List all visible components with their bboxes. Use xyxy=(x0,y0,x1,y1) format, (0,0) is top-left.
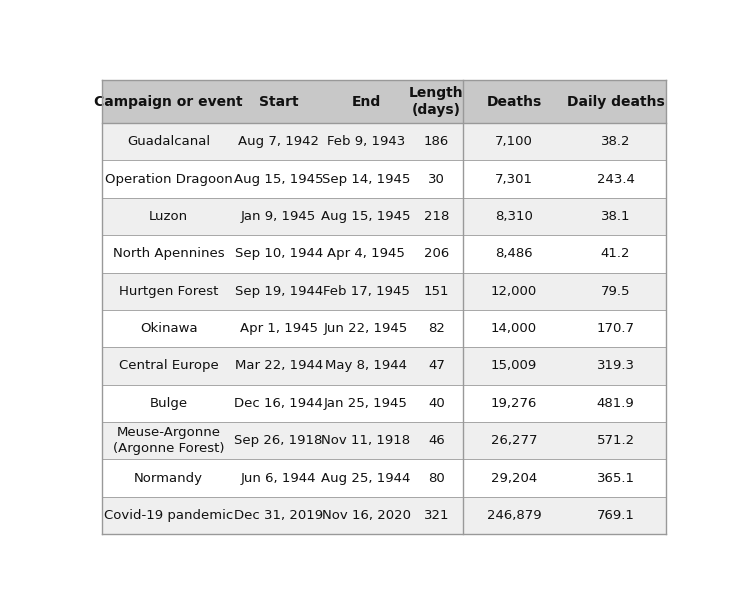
Text: Guadalcanal: Guadalcanal xyxy=(128,136,210,148)
Bar xyxy=(103,80,666,123)
Bar xyxy=(103,497,666,534)
Text: Okinawa: Okinawa xyxy=(140,322,197,335)
Text: Aug 15, 1945: Aug 15, 1945 xyxy=(321,210,411,223)
Text: Feb 17, 1945: Feb 17, 1945 xyxy=(322,285,410,298)
Bar xyxy=(103,385,666,422)
Text: 571.2: 571.2 xyxy=(596,434,634,447)
Text: 46: 46 xyxy=(428,434,445,447)
Text: Sep 10, 1944: Sep 10, 1944 xyxy=(235,247,322,260)
Text: 8,310: 8,310 xyxy=(495,210,533,223)
Text: Sep 19, 1944: Sep 19, 1944 xyxy=(235,285,322,298)
Text: Apr 4, 1945: Apr 4, 1945 xyxy=(327,247,405,260)
Bar xyxy=(103,347,666,385)
Text: 80: 80 xyxy=(428,472,445,485)
Text: 186: 186 xyxy=(424,136,449,148)
Bar xyxy=(103,310,666,347)
Text: 8,486: 8,486 xyxy=(495,247,532,260)
Text: 29,204: 29,204 xyxy=(491,472,537,485)
Text: Sep 14, 1945: Sep 14, 1945 xyxy=(322,173,410,185)
Text: 246,879: 246,879 xyxy=(487,509,542,522)
Text: 19,276: 19,276 xyxy=(490,397,537,410)
Bar xyxy=(103,272,666,310)
Bar xyxy=(103,235,666,272)
Text: 82: 82 xyxy=(428,322,445,335)
Text: Nov 16, 2020: Nov 16, 2020 xyxy=(322,509,410,522)
Text: Feb 9, 1943: Feb 9, 1943 xyxy=(327,136,405,148)
Text: Dec 31, 2019: Dec 31, 2019 xyxy=(234,509,323,522)
Text: 170.7: 170.7 xyxy=(596,322,634,335)
Text: Hurtgen Forest: Hurtgen Forest xyxy=(119,285,218,298)
Text: 151: 151 xyxy=(424,285,449,298)
Text: 769.1: 769.1 xyxy=(596,509,634,522)
Text: Bulge: Bulge xyxy=(150,397,188,410)
Text: 30: 30 xyxy=(428,173,445,185)
Text: 218: 218 xyxy=(424,210,449,223)
Text: 15,009: 15,009 xyxy=(491,359,537,373)
Text: Jan 25, 1945: Jan 25, 1945 xyxy=(324,397,408,410)
Text: May 8, 1944: May 8, 1944 xyxy=(325,359,407,373)
Text: 41.2: 41.2 xyxy=(601,247,630,260)
Text: 79.5: 79.5 xyxy=(601,285,630,298)
Text: 14,000: 14,000 xyxy=(491,322,537,335)
Text: 7,301: 7,301 xyxy=(495,173,533,185)
Bar xyxy=(103,198,666,235)
Text: Jun 6, 1944: Jun 6, 1944 xyxy=(241,472,316,485)
Text: 7,100: 7,100 xyxy=(495,136,533,148)
Text: Deaths: Deaths xyxy=(487,95,542,109)
Bar xyxy=(103,161,666,198)
Text: Mar 22, 1944: Mar 22, 1944 xyxy=(235,359,322,373)
Text: 26,277: 26,277 xyxy=(490,434,537,447)
Bar xyxy=(103,460,666,497)
Text: Normandy: Normandy xyxy=(134,472,203,485)
Text: Dec 16, 1944: Dec 16, 1944 xyxy=(234,397,323,410)
Text: Nov 11, 1918: Nov 11, 1918 xyxy=(322,434,410,447)
Text: End: End xyxy=(352,95,381,109)
Text: Length
(days): Length (days) xyxy=(410,86,464,117)
Text: Meuse-Argonne
(Argonne Forest): Meuse-Argonne (Argonne Forest) xyxy=(113,426,224,455)
Text: Central Europe: Central Europe xyxy=(118,359,218,373)
Text: 365.1: 365.1 xyxy=(596,472,634,485)
Text: Sep 26, 1918: Sep 26, 1918 xyxy=(235,434,322,447)
Text: 206: 206 xyxy=(424,247,449,260)
Text: 319.3: 319.3 xyxy=(596,359,634,373)
Text: Campaign or event: Campaign or event xyxy=(94,95,243,109)
Text: Aug 15, 1945: Aug 15, 1945 xyxy=(234,173,323,185)
Bar xyxy=(103,422,666,460)
Text: 38.1: 38.1 xyxy=(601,210,630,223)
Text: 321: 321 xyxy=(424,509,449,522)
Text: 12,000: 12,000 xyxy=(491,285,537,298)
Text: Daily deaths: Daily deaths xyxy=(567,95,664,109)
Text: Jun 22, 1945: Jun 22, 1945 xyxy=(324,322,408,335)
Text: 47: 47 xyxy=(428,359,445,373)
Text: 40: 40 xyxy=(428,397,445,410)
Text: 481.9: 481.9 xyxy=(597,397,634,410)
Text: Operation Dragoon: Operation Dragoon xyxy=(105,173,232,185)
Text: Aug 7, 1942: Aug 7, 1942 xyxy=(238,136,320,148)
Text: North Apennines: North Apennines xyxy=(113,247,224,260)
Text: Luzon: Luzon xyxy=(149,210,188,223)
Text: 38.2: 38.2 xyxy=(601,136,630,148)
Text: Apr 1, 1945: Apr 1, 1945 xyxy=(240,322,318,335)
Text: Covid-19 pandemic: Covid-19 pandemic xyxy=(104,509,233,522)
Bar xyxy=(103,123,666,161)
Text: Start: Start xyxy=(259,95,299,109)
Text: Jan 9, 1945: Jan 9, 1945 xyxy=(241,210,316,223)
Text: Aug 25, 1944: Aug 25, 1944 xyxy=(321,472,411,485)
Text: 243.4: 243.4 xyxy=(596,173,634,185)
